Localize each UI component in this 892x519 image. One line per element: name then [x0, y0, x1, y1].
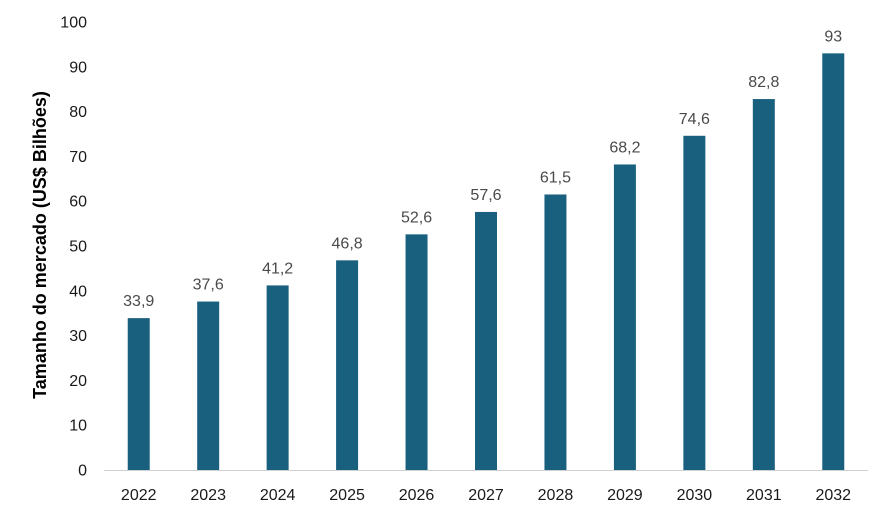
x-tick-label-2022: 2022 [121, 487, 157, 504]
bar-2029 [613, 164, 636, 471]
x-tick-label-2029: 2029 [607, 487, 643, 504]
bar-2028 [544, 194, 567, 471]
x-tick-label-2028: 2028 [538, 487, 574, 504]
bars-group [127, 53, 845, 471]
data-label-2027: 57,6 [470, 187, 501, 204]
x-tick-label-2025: 2025 [329, 487, 365, 504]
data-labels-group: 33,9 37,6 41,2 46,8 52,6 57,6 61,5 68,2 74,6 82,8… [123, 28, 842, 310]
y-tick-label: 60 [69, 194, 87, 211]
y-tick-label: 20 [69, 373, 87, 390]
data-label-2022: 33,9 [123, 293, 154, 310]
data-label-2023: 37,6 [193, 277, 224, 294]
data-label-2024: 41,2 [262, 260, 293, 277]
y-tick-label: 0 [78, 463, 87, 480]
y-tick-label: 30 [69, 328, 87, 345]
bar-2023 [197, 301, 220, 470]
bar-2025 [336, 260, 359, 470]
data-label-2029: 68,2 [609, 139, 640, 156]
x-tick-label-2030: 2030 [677, 487, 713, 504]
bar-2030 [683, 135, 706, 471]
data-label-2026: 52,6 [401, 209, 432, 226]
x-tick-label-2032: 2032 [815, 487, 851, 504]
bar-2027 [475, 211, 497, 470]
y-tick-label: 90 [69, 59, 87, 76]
data-label-2030: 74,6 [679, 111, 710, 128]
x-axis-ticks: 2022 2023 2024 2025 2026 2027 2028 2029 2030 2031… [121, 487, 851, 504]
x-tick-label-2023: 2023 [190, 487, 226, 504]
bar-2026 [405, 234, 428, 470]
bar-2024 [266, 285, 289, 470]
data-label-2032: 93 [824, 28, 842, 45]
y-axis-ticks: 0 10 20 30 40 50 60 70 80 90 100 [60, 15, 87, 480]
data-label-2028: 61,5 [540, 169, 571, 186]
x-tick-label-2027: 2027 [468, 487, 504, 504]
bar-2031 [752, 99, 775, 470]
y-tick-label: 50 [69, 239, 87, 256]
x-tick-label-2026: 2026 [399, 487, 435, 504]
x-tick-label-2031: 2031 [746, 487, 782, 504]
data-label-2031: 82,8 [748, 74, 779, 91]
data-label-2025: 46,8 [332, 235, 363, 252]
x-tick-label-2024: 2024 [260, 487, 296, 504]
y-tick-label: 10 [69, 418, 87, 435]
y-axis-title: Tamanho do mercado (US$ Bilhões) [30, 91, 50, 399]
y-tick-label: 100 [60, 15, 87, 32]
y-tick-label: 80 [69, 104, 87, 121]
y-tick-label: 70 [69, 149, 87, 166]
y-tick-label: 40 [69, 283, 87, 300]
bar-2022 [127, 318, 150, 470]
bar-2032 [822, 53, 845, 471]
